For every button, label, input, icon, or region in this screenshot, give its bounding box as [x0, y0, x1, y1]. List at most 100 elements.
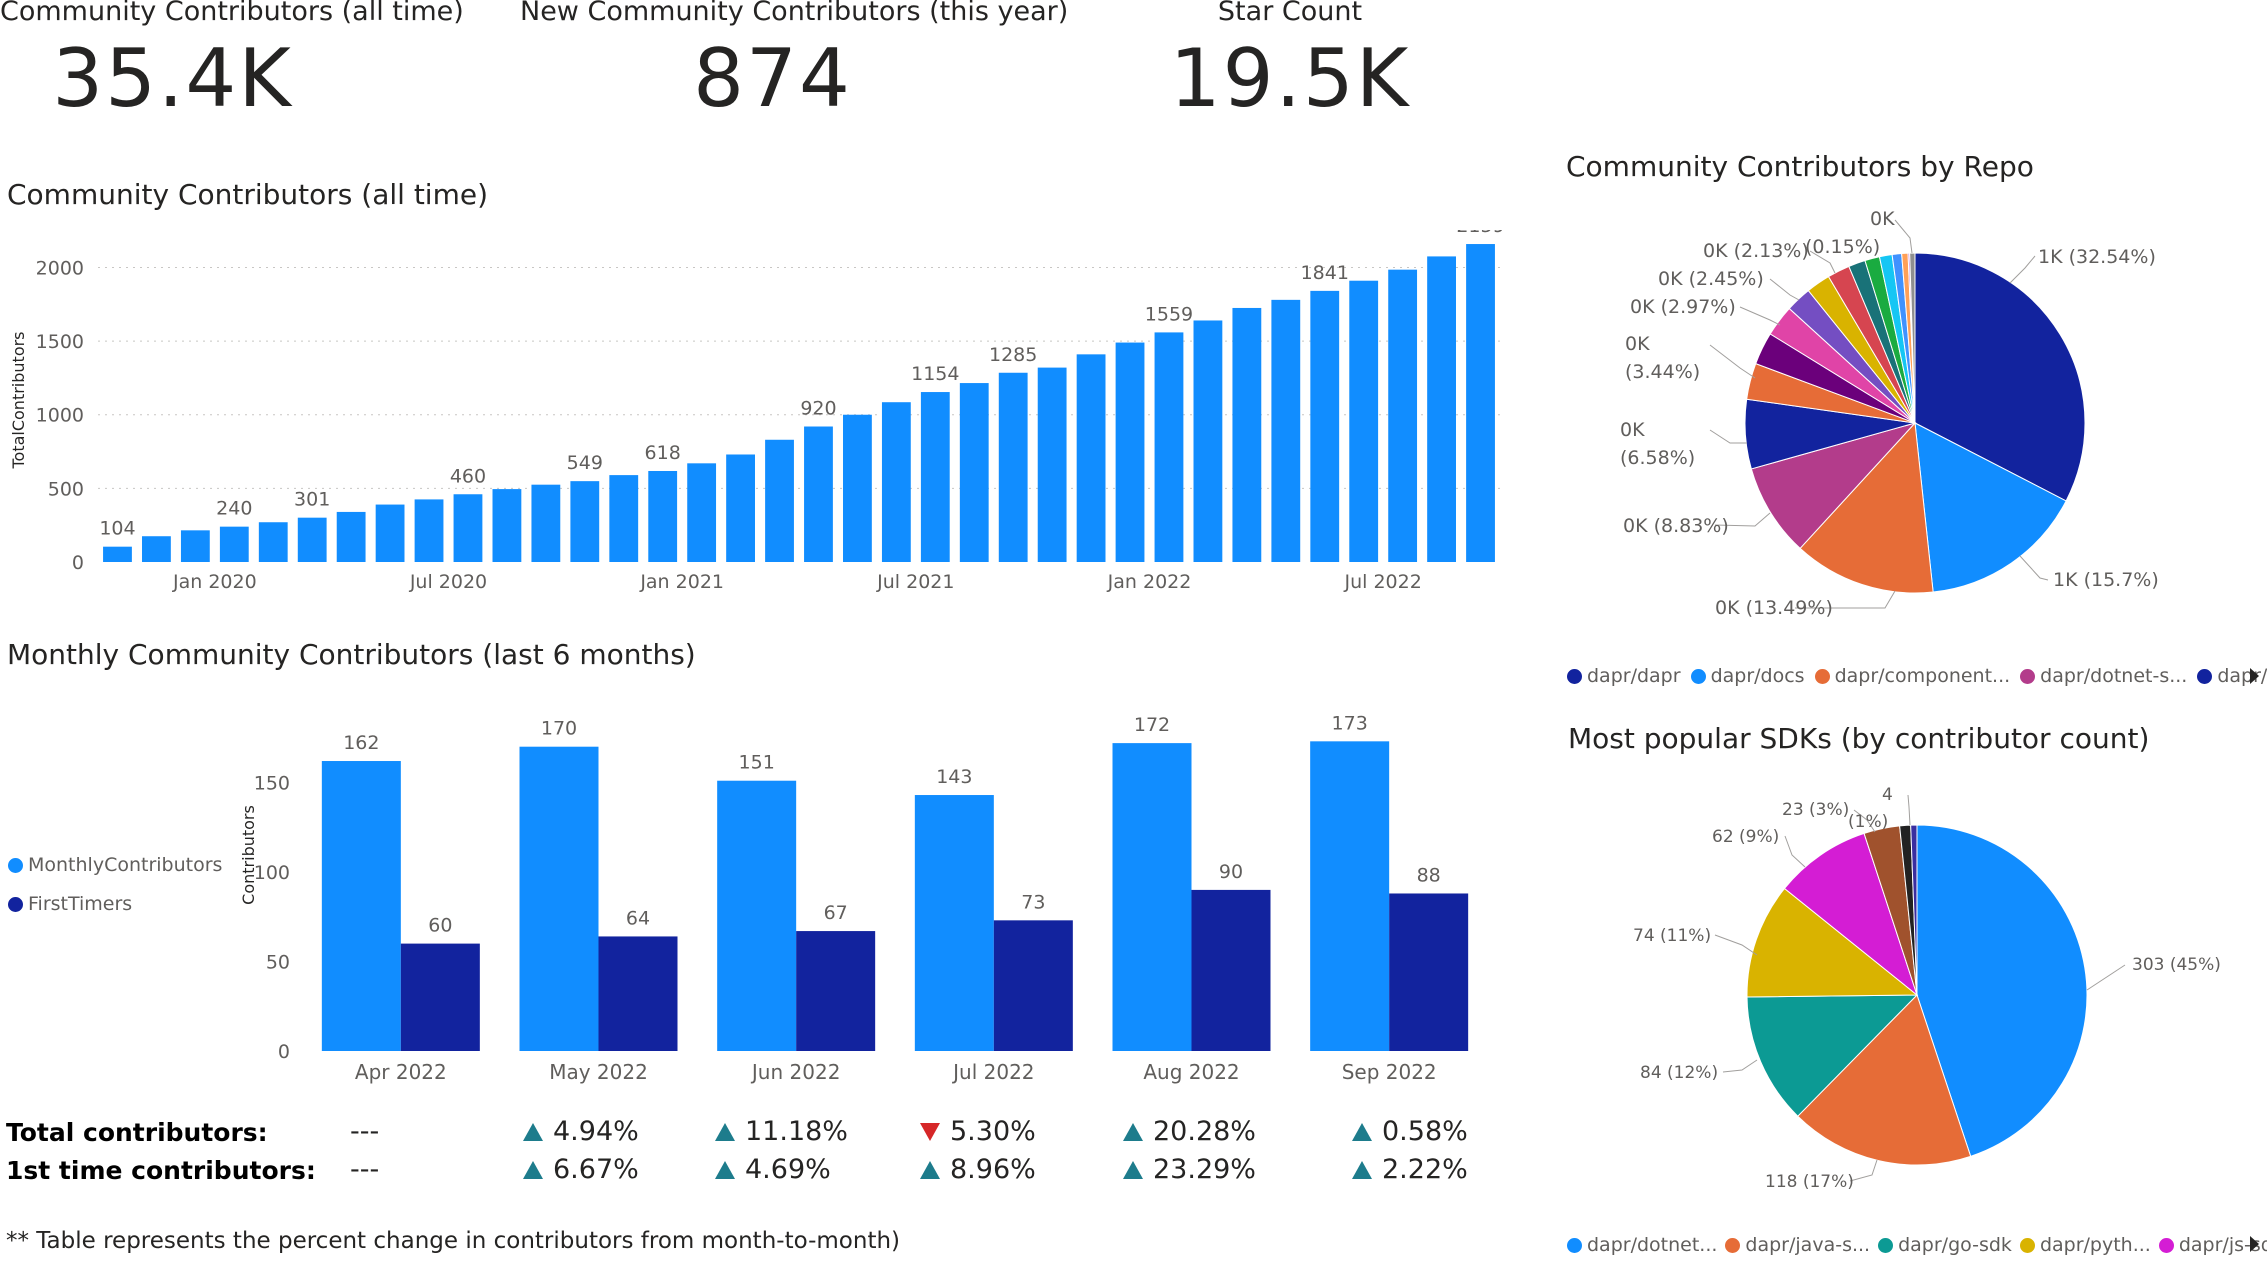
- legend-label: MonthlyContributors: [28, 854, 223, 876]
- by-repo-pie-chart[interactable]: 1K (32.54%) 1K (15.7%) 0K (13.49%) 0K (8.83…: [1560, 190, 2260, 640]
- data-label: 1154: [911, 363, 959, 385]
- leader-line: [1894, 219, 1913, 254]
- leader-line: [1853, 809, 1876, 833]
- pie-slice: [1783, 832, 1918, 997]
- monthly-bar-chart[interactable]: 0 50 100 150 Contributors 162 60 Apr 2022 170 64 M…: [230, 700, 1510, 1100]
- bar: [1193, 320, 1223, 562]
- trend-up-icon: [523, 1122, 543, 1141]
- bar: [648, 470, 678, 562]
- table-cell-value: 6.67%: [553, 1154, 639, 1185]
- bar: [1466, 244, 1495, 562]
- legend-dot: [8, 896, 23, 912]
- legend-item[interactable]: dapr/pyth...: [2019, 1234, 2151, 1256]
- legend-item[interactable]: dapr/js-sdk: [2158, 1234, 2267, 1256]
- legend-item[interactable]: dapr/dotnet...: [1567, 1234, 1717, 1256]
- bar: [598, 936, 678, 1051]
- table-cell: 4.94%: [523, 1116, 639, 1147]
- sdks-pie-chart[interactable]: 303 (45%) 118 (17%) 84 (12%) 74 (11%) 62 (9%…: [1560, 770, 2260, 1210]
- data-label: 301: [294, 489, 330, 511]
- sdks-legend[interactable]: dapr/dotnet... dapr/java-s... dapr/go-sdk d…: [1567, 1234, 2267, 1256]
- x-tick-label: Sep 2022: [1342, 1060, 1437, 1084]
- table-cell-value: 5.30%: [950, 1116, 1036, 1147]
- leader-line: [1739, 306, 1781, 326]
- legend-first-timers[interactable]: FirstTimers: [8, 893, 132, 915]
- legend-item[interactable]: dapr/dapr: [1567, 665, 1681, 687]
- bar: [1271, 299, 1301, 562]
- x-tick-label: Jun 2022: [750, 1060, 841, 1084]
- trend-up-icon: [1123, 1160, 1143, 1179]
- bar: [1037, 367, 1067, 562]
- table-cell: 8.96%: [920, 1154, 1036, 1185]
- pie-data-label: 1K (32.54%): [2038, 246, 2156, 268]
- bar: [400, 943, 480, 1051]
- bar: [219, 526, 249, 562]
- bar: [1349, 280, 1379, 562]
- bar: [843, 414, 872, 562]
- bar: [180, 530, 210, 562]
- legend-dot: [1690, 668, 1706, 684]
- leader-line: [1769, 278, 1800, 301]
- legend-item[interactable]: dapr/docs: [1690, 665, 1805, 687]
- table-cell-value: 4.94%: [553, 1116, 639, 1147]
- bar: [881, 402, 911, 562]
- data-label: 920: [800, 398, 836, 420]
- bar: [492, 489, 522, 562]
- bar: [519, 746, 599, 1051]
- x-tick-label: Apr 2022: [355, 1060, 447, 1084]
- y-tick-label: 2000: [36, 257, 84, 279]
- monthly-chart-title: Monthly Community Contributors (last 6 m…: [7, 638, 696, 671]
- table-cell-value: 23.29%: [1153, 1154, 1256, 1185]
- bar: [1310, 290, 1340, 562]
- table-cell: ---: [350, 1116, 379, 1147]
- legend-item[interactable]: dapr/go-sdk: [1878, 1234, 2012, 1256]
- trend-up-icon: [523, 1160, 543, 1179]
- leader-line: [1849, 1159, 1878, 1182]
- kpi-all-time-value: 35.4K: [52, 32, 293, 125]
- legend-next-arrow[interactable]: [2250, 668, 2259, 684]
- leader-line: [1907, 794, 1911, 826]
- legend-dot: [1814, 668, 1830, 684]
- table-cell-value: 2.22%: [1382, 1154, 1468, 1185]
- trend-down-icon: [920, 1122, 940, 1141]
- legend-next-arrow[interactable]: [2250, 1236, 2259, 1252]
- data-label: 143: [936, 766, 972, 788]
- pie-slice: [1797, 994, 1972, 1166]
- by-repo-legend[interactable]: dapr/dapr dapr/docs dapr/component... dapr/…: [1567, 665, 2267, 687]
- bar: [453, 494, 483, 562]
- y-tick-label: 150: [254, 773, 290, 795]
- legend-label: dapr/pyth...: [2039, 1234, 2151, 1256]
- pie-data-label: 0K (13.49%): [1715, 597, 1833, 619]
- legend-monthly-contributors[interactable]: MonthlyContributors: [8, 854, 222, 876]
- bar: [336, 511, 366, 562]
- kpi-star-count-value: 19.5K: [1169, 32, 1411, 125]
- bar: [1191, 889, 1271, 1051]
- table-cell-value: ---: [350, 1154, 380, 1185]
- bar: [375, 504, 405, 562]
- bar: [258, 522, 288, 562]
- legend-dot: [1878, 1237, 1894, 1253]
- bar: [1427, 256, 1456, 562]
- x-tick-label: Jul 2021: [876, 571, 954, 593]
- all-time-bar-chart[interactable]: 0 500 1000 1500 2000 TotalContributors 104 240 3…: [0, 230, 1520, 600]
- leader-line: [1784, 835, 1806, 868]
- leader-line: [1709, 429, 1747, 444]
- pie-data-label: 62 (9%): [1712, 827, 1779, 847]
- bar: [1232, 307, 1262, 562]
- pie-data-label: (3.44%): [1625, 361, 1700, 383]
- monthly-legend[interactable]: MonthlyContributors FirstTimers: [8, 854, 232, 915]
- pie-data-label: 84 (12%): [1640, 1063, 1718, 1083]
- leader-line: [2009, 255, 2036, 284]
- legend-label: dapr/dotnet-s...: [2040, 665, 2188, 687]
- data-label: 1559: [1145, 303, 1193, 325]
- leader-line: [1722, 1059, 1758, 1073]
- legend-item[interactable]: dapr/java-s...: [1725, 1234, 1870, 1256]
- bar: [914, 795, 994, 1051]
- table-cell: 23.29%: [1123, 1154, 1256, 1185]
- bar: [1115, 342, 1145, 562]
- leader-line: [1709, 344, 1756, 379]
- legend-item[interactable]: dapr/dotnet-s...: [2020, 665, 2187, 687]
- data-label: 1285: [989, 344, 1037, 366]
- x-tick-label: Jan 2022: [1107, 571, 1192, 593]
- pie-slice: [1909, 252, 1916, 424]
- legend-item[interactable]: dapr/component...: [1814, 665, 2010, 687]
